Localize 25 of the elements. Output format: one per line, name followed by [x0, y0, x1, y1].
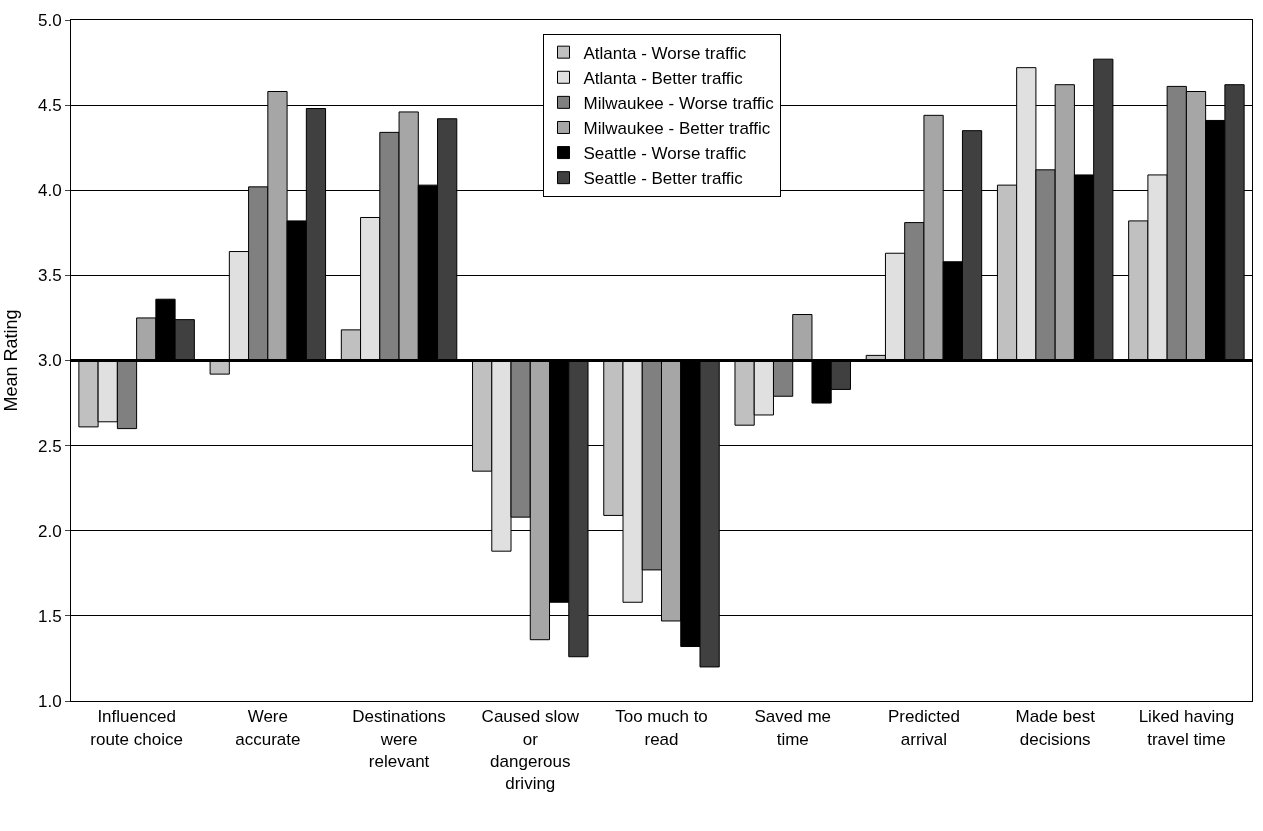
y-tick-label: 2.0	[37, 521, 62, 541]
y-tick-label: 4.5	[37, 96, 62, 116]
y-tick-label: 5.0	[37, 10, 62, 30]
x-tick-label: Predicted arrival	[888, 707, 960, 749]
legend-label: Atlanta - Worse traffic	[583, 43, 747, 63]
legend-label: Milwaukee - Better traffic	[583, 119, 771, 139]
legend-label: Seattle - Better traffic	[583, 169, 744, 189]
y-tick-label: 3.0	[37, 351, 62, 371]
x-tick-label: Were accurate	[235, 707, 301, 749]
y-tick-label: 1.5	[37, 606, 62, 626]
x-tick-label: Destinations were relevant	[352, 707, 446, 771]
x-tick-label: Made best decisions	[1015, 707, 1096, 749]
y-tick-label: 2.5	[37, 436, 62, 456]
x-tick-label: Too much to read	[615, 707, 708, 749]
x-tick-label: Caused slow or dangerous driving	[481, 707, 580, 793]
x-tick-label: Saved me time	[754, 707, 831, 749]
legend-label: Seattle - Worse traffic	[583, 144, 747, 164]
y-tick-label: 4.0	[37, 181, 62, 201]
x-tick-label: Influenced route choice	[90, 707, 183, 749]
y-tick-label: 1.0	[37, 691, 62, 711]
x-tick-label: Liked having travel time	[1138, 707, 1235, 749]
legend-label: Atlanta - Better traffic	[583, 68, 744, 88]
y-axis-title: Mean Rating	[1, 309, 22, 412]
y-tick-label: 3.5	[37, 266, 62, 286]
legend-label: Milwaukee - Worse traffic	[583, 94, 775, 113]
